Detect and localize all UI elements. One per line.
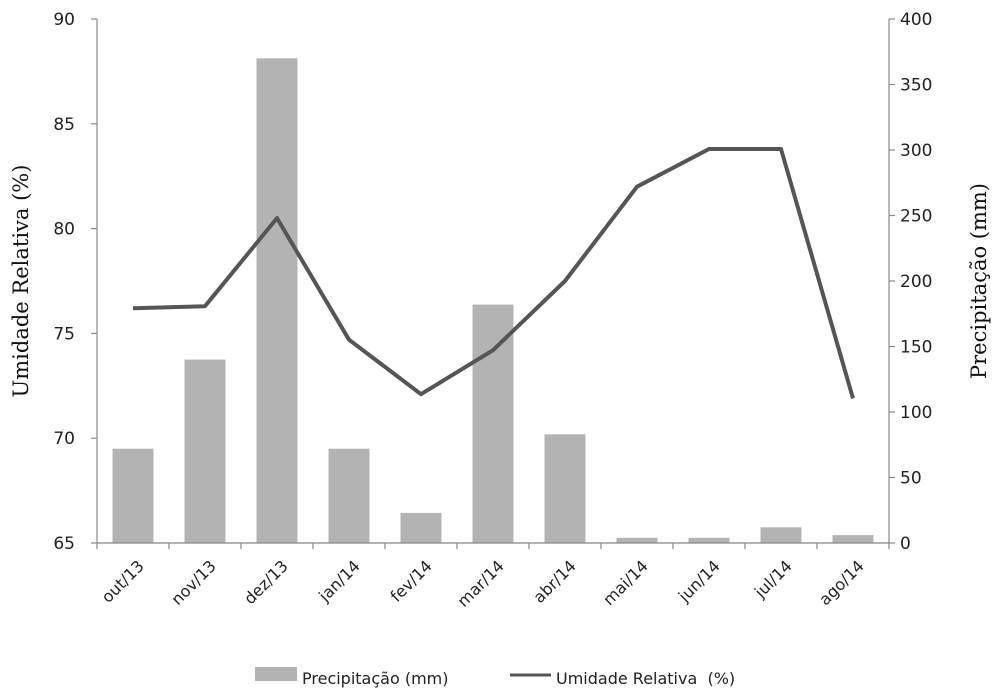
bar-jan-14 xyxy=(328,448,370,543)
x-tick-label: abr/14 xyxy=(529,556,579,606)
y-tick-label: 70 xyxy=(53,429,75,449)
y2-tick-label: 150 xyxy=(900,338,932,358)
bar-out-13 xyxy=(112,448,154,543)
legend: Precipitação (mm) Umidade Relativa (%) xyxy=(255,667,735,688)
bar-nov-13 xyxy=(184,359,226,543)
y-tick-label: 80 xyxy=(53,220,75,240)
x-tick-label: jun/14 xyxy=(674,556,724,606)
legend-bar-label: Precipitação (mm) xyxy=(302,669,449,688)
y2-tick-label: 350 xyxy=(900,76,932,96)
bar-ago-14 xyxy=(832,535,874,543)
x-tick-label: dez/13 xyxy=(240,556,292,608)
bars-layer xyxy=(112,58,874,544)
y2-tick-label: 0 xyxy=(900,534,911,554)
y-tick-label: 75 xyxy=(53,324,75,344)
x-tick-label: ago/14 xyxy=(815,556,868,609)
ticks-layer: 65 70 75 80 85 90 0 50 100 150 200 250 300 350 400 xyxy=(53,10,932,554)
bar-jun-14 xyxy=(688,537,730,543)
bar-dez-13 xyxy=(256,58,298,544)
y2-tick-label: 250 xyxy=(900,207,932,227)
y-axis-title: Umidade Relativa (%) xyxy=(9,165,33,398)
legend-bar-swatch xyxy=(255,667,297,681)
x-tick-label: mai/14 xyxy=(599,556,652,609)
y2-tick-label: 200 xyxy=(900,272,932,292)
bar-mai-14 xyxy=(616,537,658,543)
y2-tick-label: 100 xyxy=(900,403,932,423)
x-tick-label: jul/14 xyxy=(750,556,796,602)
x-tick-label: mar/14 xyxy=(454,556,508,610)
bar-fev-14 xyxy=(400,512,442,543)
line-layer xyxy=(132,147,855,399)
y-tick-label: 65 xyxy=(53,534,75,554)
y2-tick-label: 300 xyxy=(900,141,932,161)
y2-tick-label: 50 xyxy=(900,469,922,489)
y-tick-label: 90 xyxy=(53,10,75,30)
x-tick-label: out/13 xyxy=(98,556,148,606)
bar-mar-14 xyxy=(472,304,514,543)
y-tick-label: 85 xyxy=(53,115,75,135)
category-labels: out/13 nov/13 dez/13 jan/14 fev/14 mar/14 abr/… xyxy=(98,556,868,610)
y2-axis-title: Precipitação (mm) xyxy=(967,183,991,379)
bar-abr-14 xyxy=(544,434,586,543)
x-tick-label: fev/14 xyxy=(387,556,436,605)
legend-line-label: Umidade Relativa (%) xyxy=(556,669,735,688)
x-tick-label: nov/13 xyxy=(167,556,219,608)
bar-jul-14 xyxy=(760,527,802,543)
y2-tick-label: 400 xyxy=(900,10,932,30)
x-tick-label: jan/14 xyxy=(314,556,364,606)
